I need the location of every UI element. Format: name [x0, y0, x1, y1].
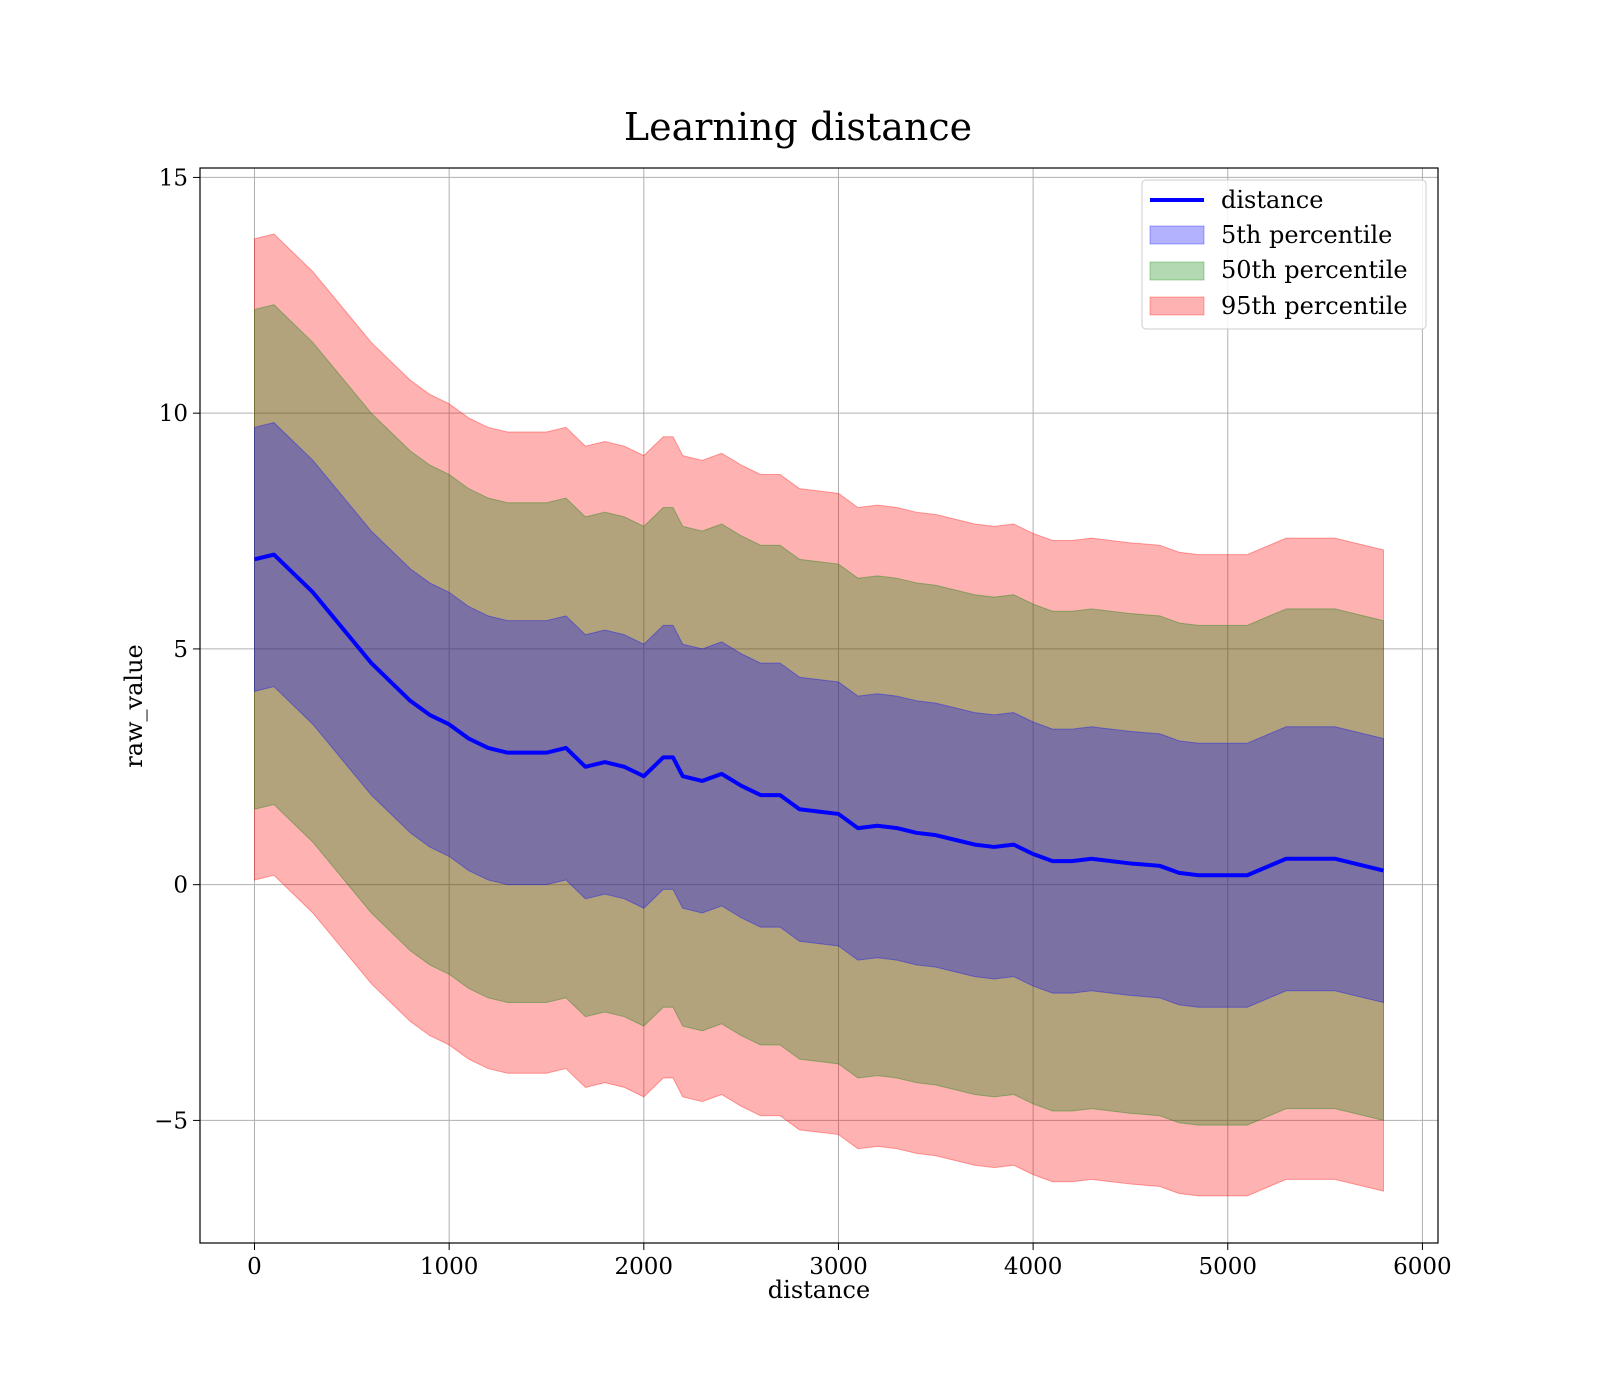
x-tick-label: 0 — [247, 1254, 262, 1280]
legend-label-5th: 5th percentile — [1221, 221, 1392, 249]
distance-line — [254, 552, 1384, 878]
series-lines — [254, 552, 1384, 878]
legend-swatch-95th — [1149, 296, 1205, 316]
y-axis-ticks: −5 0 5 10 15 — [154, 165, 200, 1134]
legend-swatch-5th — [1149, 225, 1205, 245]
x-tick-label: 6000 — [1393, 1254, 1452, 1280]
y-tick-label: 15 — [159, 165, 188, 191]
y-tick-label: 0 — [173, 873, 188, 899]
legend-box — [1141, 179, 1427, 330]
y-tick-label: −5 — [154, 1108, 188, 1134]
x-tick-label: 2000 — [615, 1254, 674, 1280]
grid-lines — [200, 168, 1438, 1243]
chart-title: Learning distance — [624, 105, 972, 149]
legend-label-distance: distance — [1221, 186, 1323, 214]
y-tick-label: 5 — [173, 637, 188, 663]
legend-label-95th: 95th percentile — [1221, 292, 1408, 320]
legend: distance 5th percentile 50th percentile … — [1141, 179, 1427, 330]
legend-swatch-50th — [1149, 261, 1205, 281]
y-tick-label: 10 — [159, 401, 188, 427]
y-axis-label: raw_value — [120, 644, 148, 768]
x-tick-label: 3000 — [809, 1254, 868, 1280]
percentile-bands — [254, 233, 1384, 1197]
x-axis-label: distance — [768, 1276, 870, 1304]
x-tick-label: 1000 — [420, 1254, 479, 1280]
x-tick-label: 5000 — [1199, 1254, 1258, 1280]
plot-frame — [199, 167, 1439, 1244]
x-axis-ticks: 0 1000 2000 3000 4000 5000 6000 — [247, 1243, 1452, 1280]
x-tick-label: 4000 — [1004, 1254, 1063, 1280]
legend-label-50th: 50th percentile — [1221, 256, 1408, 284]
band-50th-percentile — [254, 304, 1384, 1126]
band-95th-percentile — [254, 233, 1384, 1197]
